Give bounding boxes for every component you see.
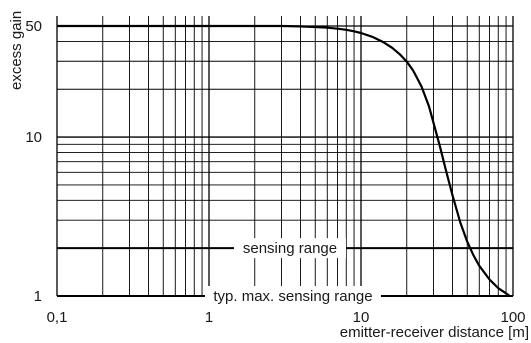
x-tick-label: 0,1: [47, 309, 68, 326]
reference-lines: sensing range typ. max. sensing range: [57, 238, 513, 306]
x-tick-label: 1: [205, 309, 213, 326]
reference-label-bg: [205, 286, 381, 306]
series-line: [57, 24, 511, 297]
reference-label-bg: [234, 238, 346, 259]
series-group: [57, 24, 511, 297]
x-tick-label: 100: [500, 309, 525, 326]
reference-label: typ. max. sensing range: [213, 288, 372, 305]
x-axis-label: emitter-receiver distance [m]: [340, 324, 529, 341]
y-tick-label: 50: [25, 18, 42, 35]
reference-label: sensing range: [243, 240, 337, 257]
y-tick-label: 10: [25, 129, 42, 146]
x-tick-label: 10: [353, 309, 370, 326]
y-tick-label: 1: [34, 288, 42, 305]
tick-labels: 0,1 1 10 100 1 10 50: [25, 18, 525, 326]
y-axis-label: excess gain: [8, 11, 25, 90]
